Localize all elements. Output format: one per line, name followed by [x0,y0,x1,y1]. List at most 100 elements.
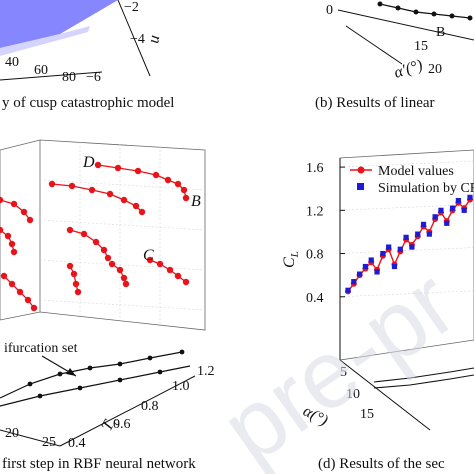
panel-d-legend: Model values Simulation by CF [350,164,474,196]
panel-c-point [30,304,38,312]
panel-a-axis-u [117,0,151,77]
panel-c-point [114,164,122,172]
panel-d-simulation-point [420,221,427,227]
panel-d-simulation-point [351,279,357,285]
panel-c-point [132,202,140,210]
panel-d-simulation-point [397,246,403,252]
panel-c-point [122,280,130,288]
panel-d-floor-curve [373,374,474,389]
panel-c-point [174,180,182,188]
panel-c-point [116,266,124,274]
panel-c-bifurcation-point [179,349,185,355]
legend-label-model: Model values [378,164,454,179]
panel-d-simulation-point [374,269,380,275]
panel-a-u-tick: −2 [124,0,139,15]
panel-c-bifurcation-point [57,371,63,377]
panel-a-surface-light [0,26,90,56]
panel-d-simulation-point [438,207,444,213]
panel-c-point [24,296,32,304]
panel-c-point [100,246,108,254]
panel-c-point [146,256,154,264]
panel-b-point [377,1,383,7]
legend-label-simulation: Simulation by CF [378,181,474,196]
panel-c-x-tick: 20 [5,426,19,441]
panel-a-x-tick: 60 [34,63,48,78]
panel-c-curve [51,183,143,213]
panel-b-point [449,13,455,19]
panel-c: D B C ifurcation set 20 25 1.2 1.0 0.8 0… [0,139,215,472]
panel-c-curves [0,161,190,312]
panel-d-simulation-point [449,205,456,211]
panel-c-front-axis [0,429,61,447]
panel-c-point [0,196,4,204]
panel-b: 0 B 15 20 α′(°) (b) Results of linear [315,1,474,111]
panel-d-y-tick: 1.2 [306,204,324,219]
panel-c-point [10,200,18,208]
panel-c-point [134,167,142,175]
panel-b-points [377,1,473,21]
panel-c-curve [69,265,79,293]
legend-marker-simulation [357,183,364,190]
panel-c-grid [39,142,206,324]
panel-c-bifurcation-point [157,369,163,375]
panel-c-point [16,288,24,296]
panel-c-point [94,161,102,169]
panel-c-curve [0,229,15,253]
panel-c-y-tick: 0.8 [141,399,159,414]
panel-c-point [48,180,56,188]
panel-d-simulation-point [432,214,438,220]
panel-c-bifurcation-point [117,377,123,383]
panel-d-simulation-point [357,271,363,277]
panel-c-point [4,232,12,240]
panel-d-simulation-point [380,250,386,257]
panel-a-u-label: u [145,34,163,45]
panel-a-axis-x [0,71,103,81]
panel-c-point [80,230,88,238]
panel-a: −2 −4 −6 u 40 60 80 y of cusp catastroph… [0,0,174,111]
panel-b-axis-front [345,25,403,65]
panel-c-point [182,194,190,202]
panel-c-point [106,190,114,198]
panel-c-point [120,274,128,282]
panel-c-bifurcation-point [37,393,43,399]
panel-b-axis [337,9,474,41]
panel-b-point [467,15,473,21]
panel-d-x-tick: 10 [346,387,360,402]
panel-c-point [0,272,8,280]
panel-c-point [0,226,4,234]
panel-d-simulation-point [386,244,392,250]
panel-c-point [138,208,146,216]
panel-c-point [120,196,128,204]
panel-c-curve [0,199,31,221]
panel-d-simulation-point [391,263,398,270]
panel-b-point [413,9,419,15]
panel-c-point [152,171,160,179]
panel-c-point [92,238,100,246]
panel-a-x-tick: 80 [62,70,76,85]
panel-c-y-tick: 0.4 [68,436,86,451]
panel-c-point [26,216,34,224]
panel-c-y-label-sub: c [110,417,123,427]
panel-c-point [66,226,74,234]
panel-a-surface [0,0,118,48]
panel-c-bifurcation-curve [0,351,183,399]
panel-d-simulation-point [444,220,450,226]
panel-c-point-label: B [191,193,201,210]
panel-c-point-label: C [143,247,154,264]
panel-c-arrowhead [66,368,76,376]
panel-c-bifurcation-points [27,349,185,399]
panel-c-point [68,182,76,190]
panel-c-curve [69,229,109,259]
panel-d-y-tick: 1.6 [306,161,324,176]
panel-c-point [66,262,74,270]
panel-c-point [182,278,190,286]
panel-a-x-tick: 40 [5,55,19,70]
panel-d-front-axis [339,359,431,431]
panel-d-simulation-point [455,197,461,204]
panel-d-simulation-point [403,234,409,240]
panel-c-side-axis [59,375,196,447]
panel-c-point [164,176,172,184]
panel-d-series-line [347,199,471,292]
panel-d-y-tick: 0.8 [306,248,324,263]
panel-d-simulation-point [415,231,421,237]
